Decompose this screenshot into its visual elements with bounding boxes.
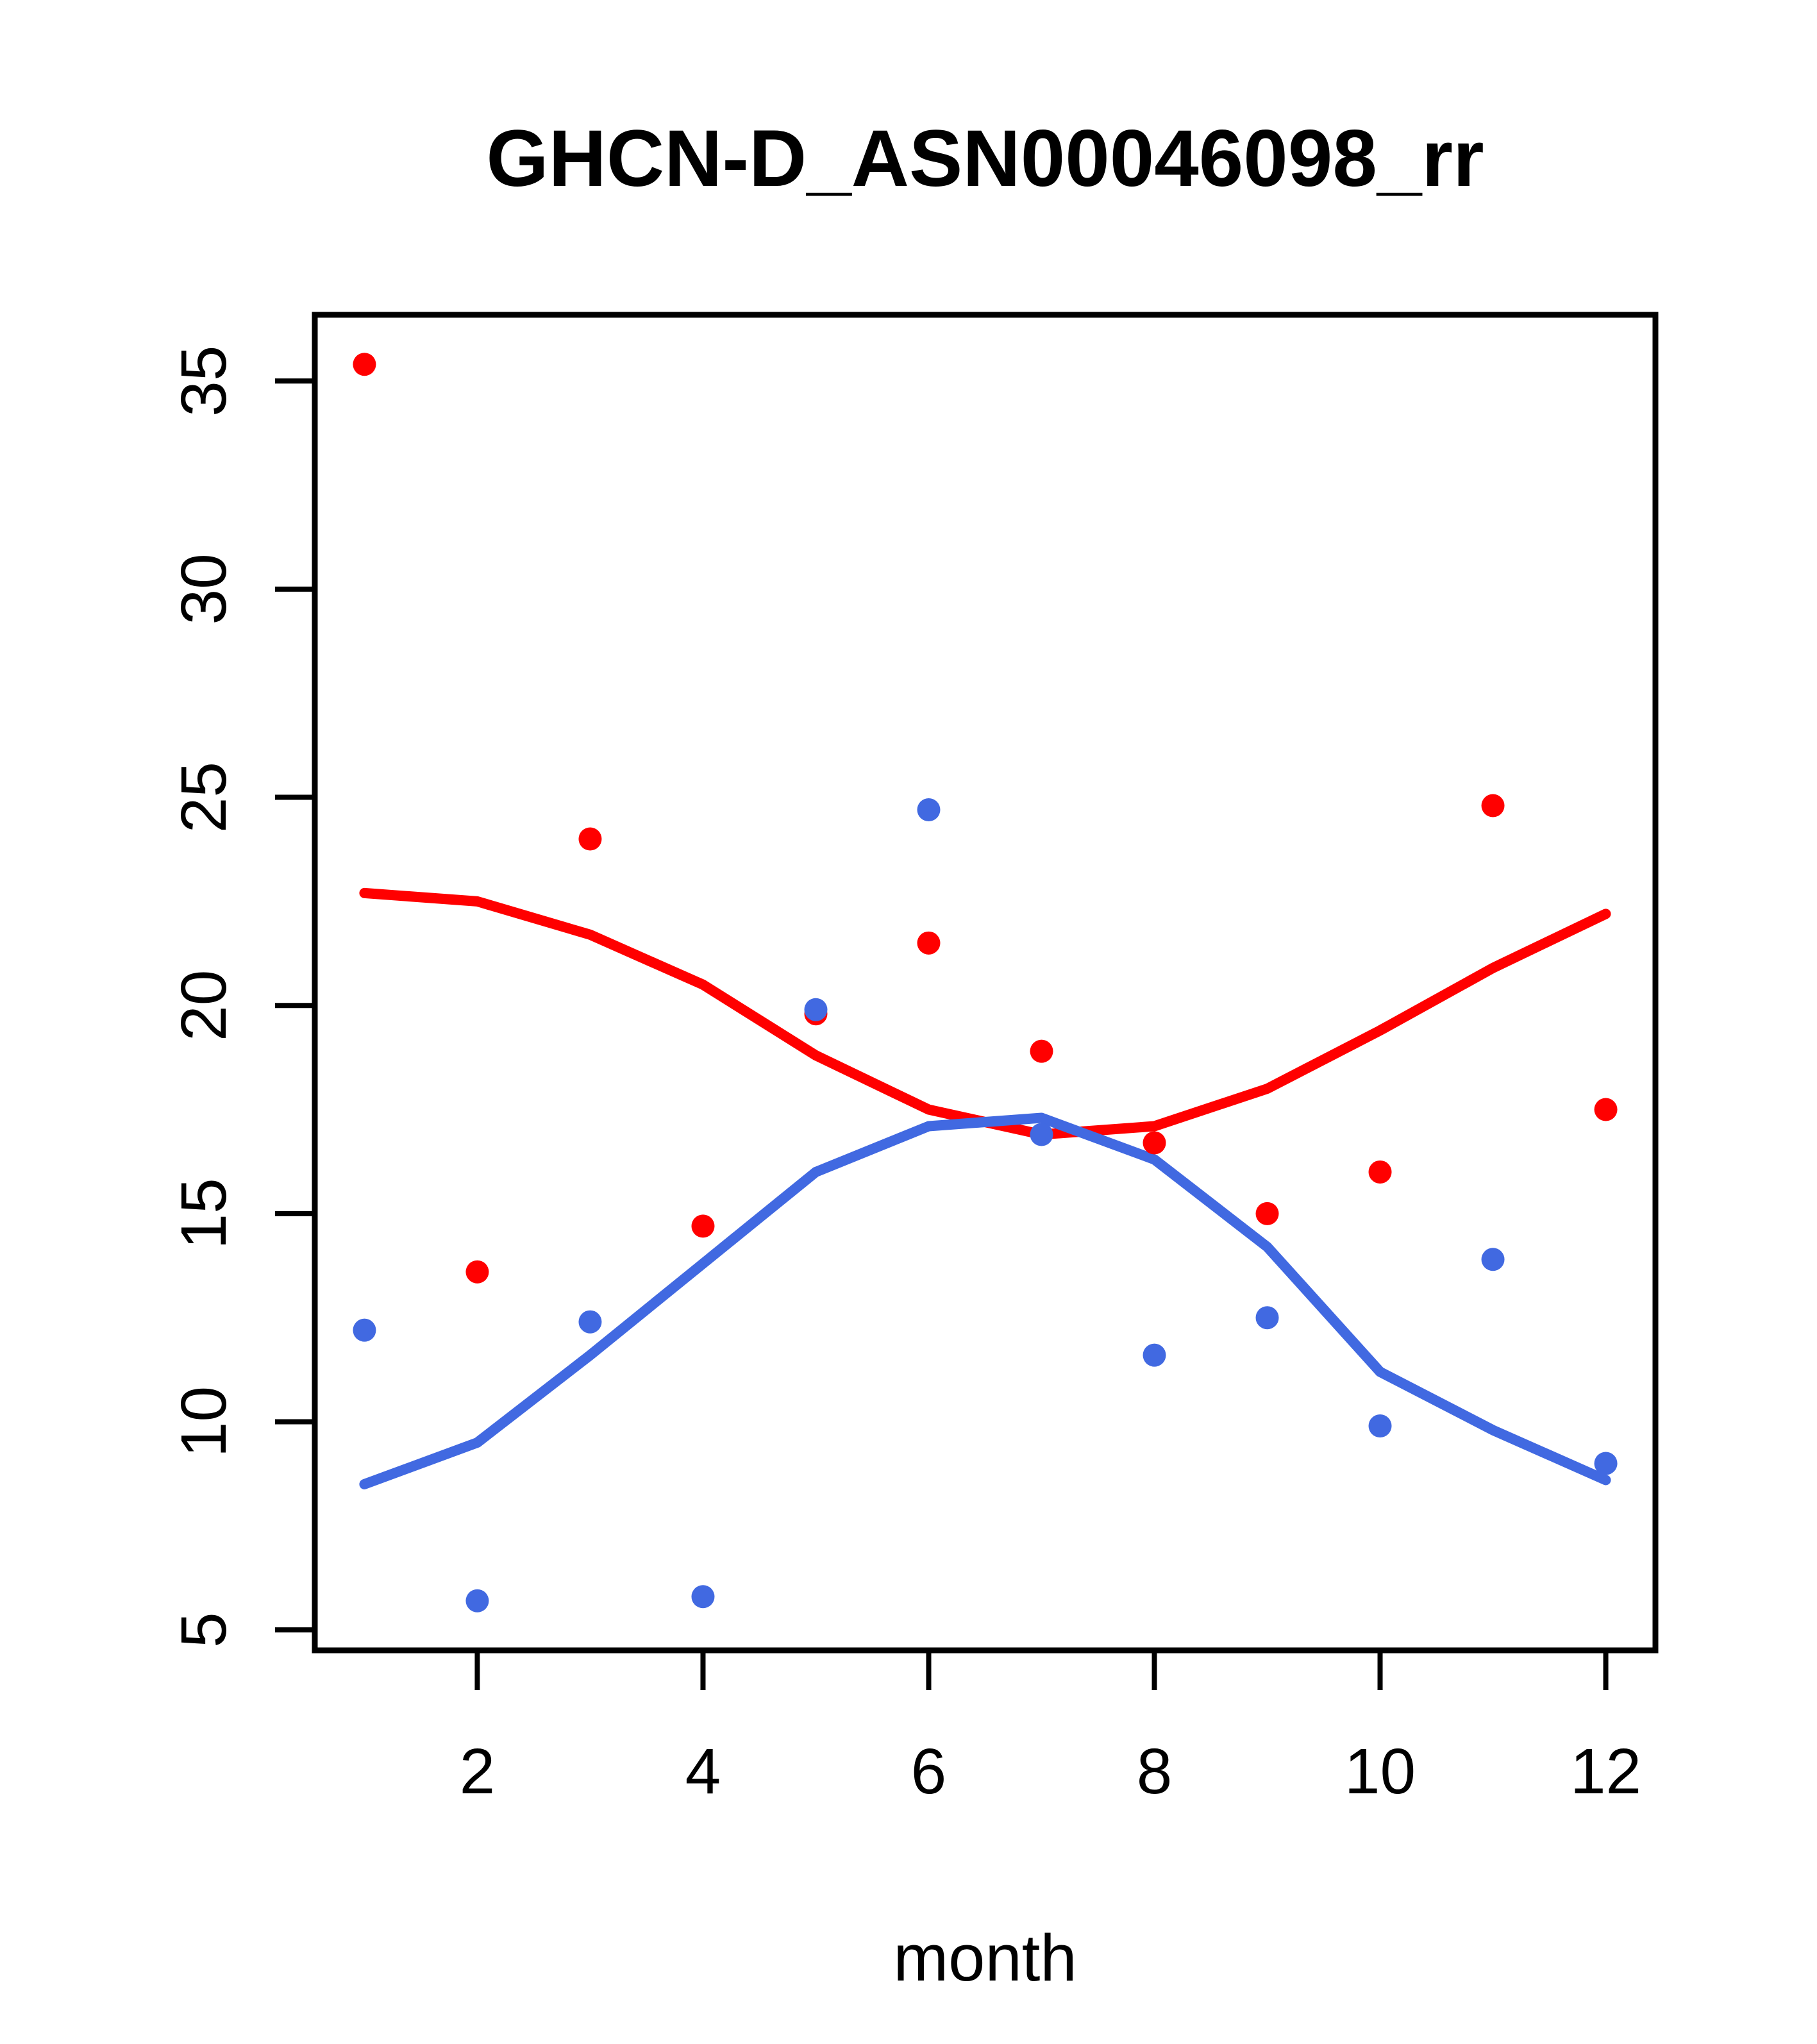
- y-tick-label-35: 35: [168, 346, 240, 417]
- blue-point-month-8: [1143, 1343, 1166, 1367]
- chart-title: GHCN-D_ASN00046098_rr: [486, 114, 1484, 203]
- red-point-month-2: [465, 1260, 489, 1284]
- blue-smooth-line: [359, 1112, 1611, 1489]
- red-point-month-6: [917, 931, 941, 955]
- blue-point-month-10: [1368, 1414, 1392, 1438]
- red-point-month-11: [1481, 794, 1505, 817]
- blue-point-month-5: [804, 998, 828, 1021]
- blue-point-month-11: [1481, 1248, 1505, 1271]
- x-tick-label-8: 8: [1137, 1736, 1173, 1807]
- blue-point-month-6: [917, 798, 941, 822]
- red-point-month-7: [1030, 1039, 1053, 1063]
- blue-point-month-3: [578, 1310, 602, 1334]
- red-point-month-10: [1368, 1160, 1392, 1184]
- y-tick-label-5: 5: [168, 1612, 240, 1648]
- blue-point-month-9: [1255, 1306, 1279, 1330]
- blue-point-month-1: [353, 1318, 376, 1342]
- x-tick-label-4: 4: [685, 1736, 721, 1807]
- x-tick-label-10: 10: [1344, 1736, 1416, 1807]
- x-tick-label-6: 6: [911, 1736, 947, 1807]
- red-point-month-9: [1255, 1202, 1279, 1225]
- red-point-month-1: [353, 353, 376, 376]
- y-tick-label-25: 25: [168, 762, 240, 833]
- x-axis-label: month: [893, 1921, 1077, 1995]
- plot-border: [312, 312, 1659, 1654]
- blue-point-month-2: [465, 1589, 489, 1613]
- red-point-month-12: [1594, 1098, 1618, 1121]
- red-smooth-line: [359, 887, 1611, 1140]
- blue-point-month-4: [691, 1585, 715, 1609]
- red-point-month-4: [691, 1214, 715, 1238]
- y-tick-label-30: 30: [168, 553, 240, 624]
- x-tick-label-12: 12: [1570, 1736, 1641, 1807]
- red-point-month-3: [578, 827, 602, 851]
- red-point-month-8: [1143, 1131, 1166, 1155]
- y-tick-label-15: 15: [168, 1178, 240, 1249]
- blue-point-month-12: [1594, 1452, 1618, 1475]
- y-tick-label-20: 20: [168, 970, 240, 1041]
- y-tick-label-10: 10: [168, 1386, 240, 1457]
- x-tick-label-2: 2: [460, 1736, 496, 1807]
- blue-point-month-7: [1030, 1123, 1053, 1146]
